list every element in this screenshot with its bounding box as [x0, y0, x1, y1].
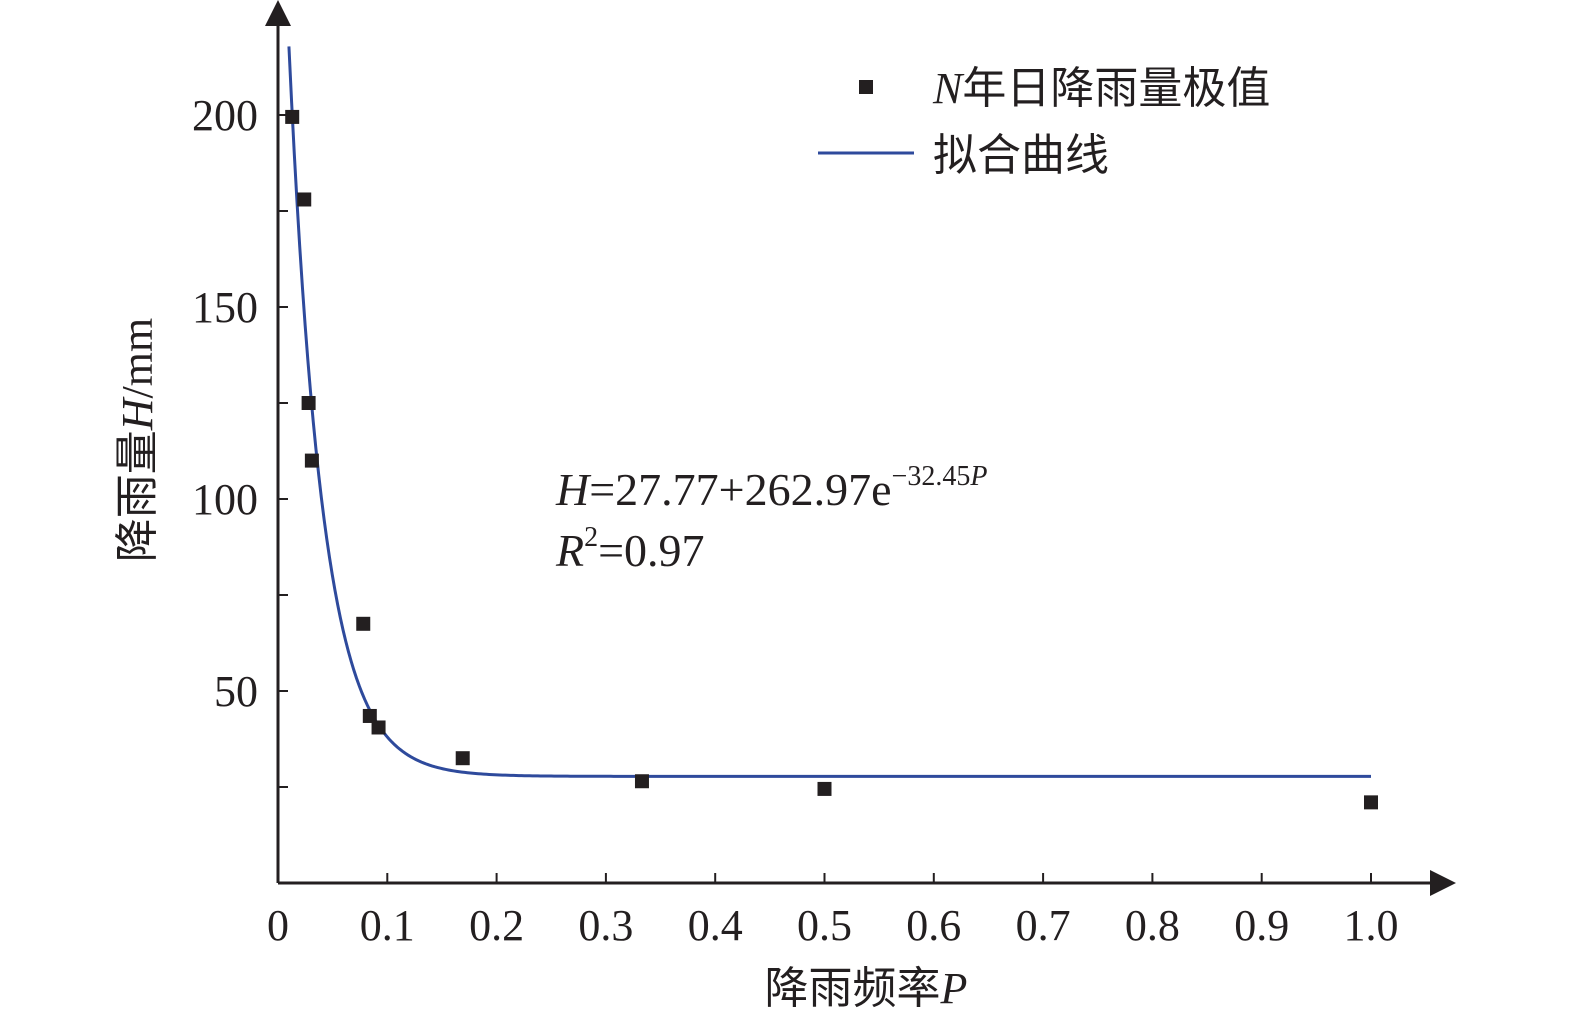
data-point	[634, 774, 649, 789]
y-axis-title: 降雨量H/mm	[112, 318, 163, 562]
x-tick-label: 0.4	[688, 901, 743, 950]
x-tick-label: 0.7	[1016, 901, 1071, 950]
x-tick-label: 0.9	[1234, 901, 1289, 950]
x-tick-label: 0.1	[360, 901, 415, 950]
x-tick-label: 0.8	[1125, 901, 1180, 950]
ticks: 0 0.1 0.2 0.3 0.4 0.5 0.6 0.7 0.8 0.9 1.0 50 100 150 2…	[192, 91, 1399, 950]
data-point	[301, 396, 316, 410]
fit-equation: H=27.77+262.97e−32.45P	[555, 461, 987, 515]
x-axis-title: 降雨频率P	[765, 963, 968, 1014]
y-tick-label: 100	[192, 475, 258, 524]
x-tick-label: 0.3	[578, 901, 633, 950]
fit-curve-layer	[287, 46, 1371, 778]
data-point	[1364, 795, 1378, 810]
data-point	[285, 109, 300, 124]
data-points-layer	[285, 109, 1378, 810]
y-tick-label: 150	[192, 283, 258, 332]
data-point	[817, 781, 832, 796]
y-tick-label: 50	[214, 667, 258, 716]
y-tick-label: 200	[192, 91, 258, 140]
legend-label-fit: 拟合曲线	[933, 130, 1109, 181]
data-point	[455, 751, 470, 766]
legend-label-points: N年日降雨量极值	[932, 63, 1270, 114]
x-axis-arrow	[1430, 870, 1456, 896]
x-tick-label: 1.0	[1344, 901, 1399, 950]
x-tick-label: 0.6	[906, 901, 961, 950]
data-point	[362, 708, 377, 723]
legend-marker-square	[859, 80, 873, 94]
x-tick-label: 0.2	[469, 901, 524, 950]
axes	[265, 0, 1456, 896]
x-tick-label: 0.5	[797, 901, 852, 950]
data-point	[297, 192, 312, 207]
data-point	[304, 453, 319, 468]
legend: N年日降雨量极值 拟合曲线	[818, 63, 1270, 181]
x-tick-label: 0	[267, 901, 289, 950]
r-squared: R2=0.97	[555, 522, 705, 576]
y-axis-arrow	[265, 0, 291, 26]
fit-curve	[287, 46, 1371, 778]
data-point	[371, 720, 386, 735]
data-point	[356, 616, 371, 631]
